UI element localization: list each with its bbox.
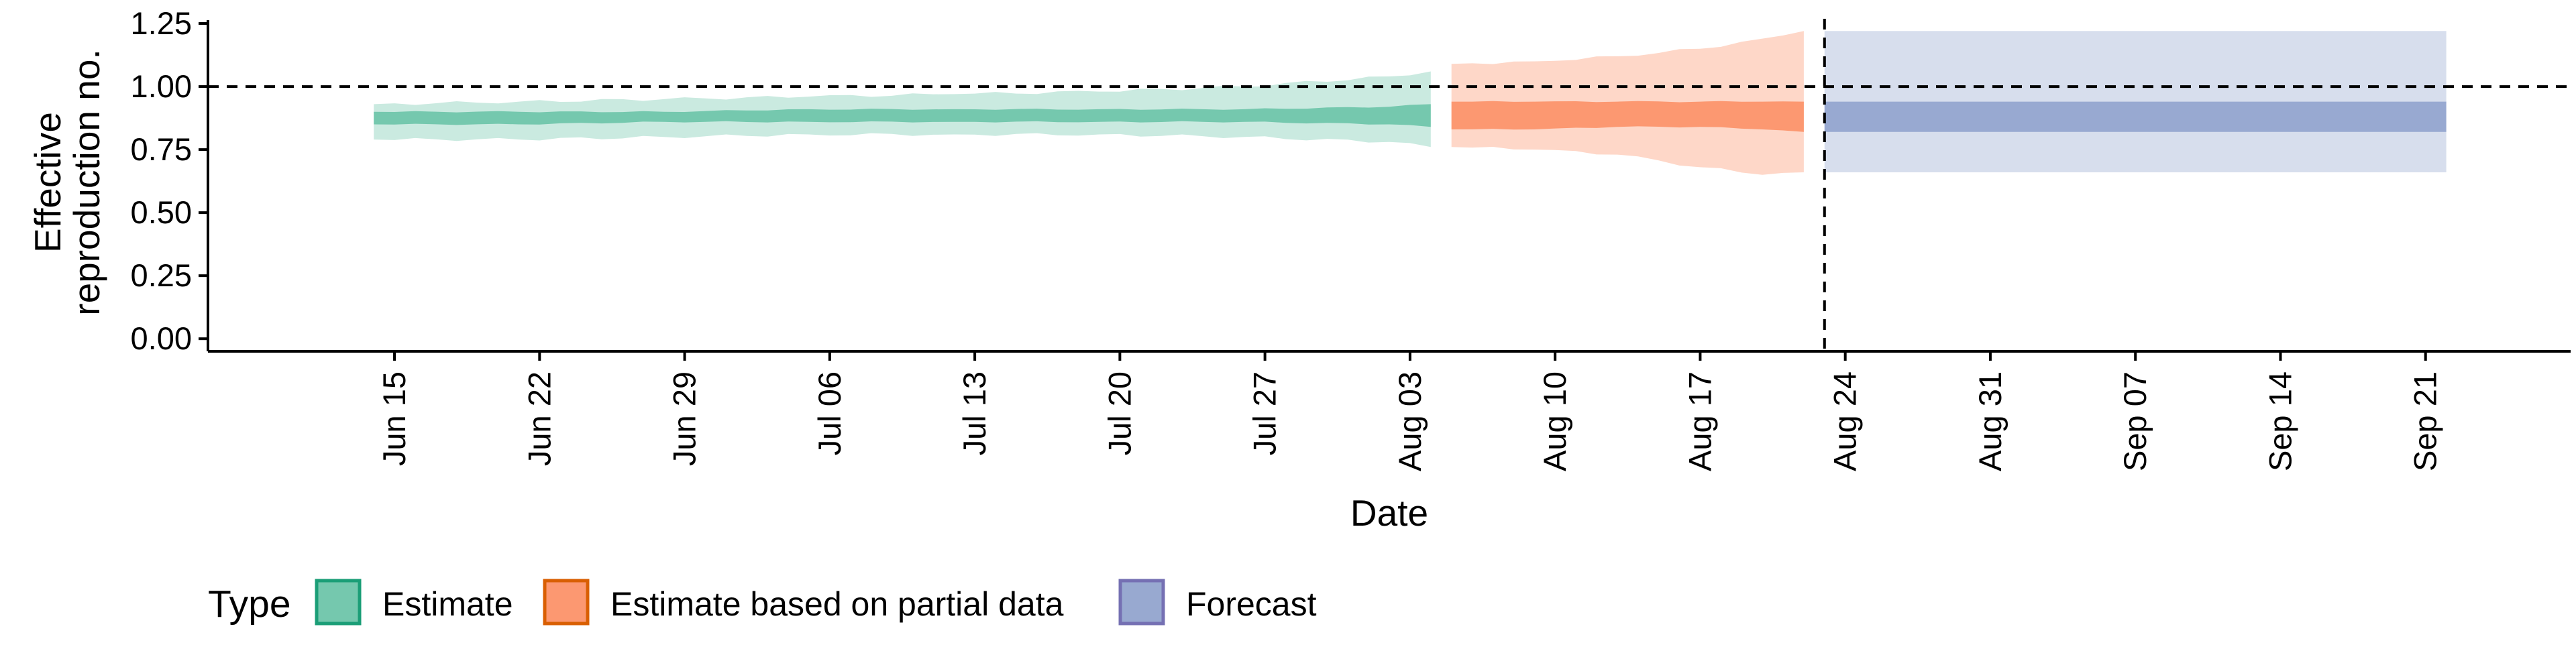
band-50-series-2 <box>1824 101 2447 132</box>
legend-key-2 <box>1118 579 1165 626</box>
legend-title: Type <box>208 583 291 626</box>
y-axis-title: Effectivereproduction no. <box>27 49 107 316</box>
band-50-series-0 <box>374 104 1431 127</box>
x-tick-label: Jul 06 <box>812 371 847 455</box>
x-axis-title: Date <box>1350 492 1428 534</box>
x-tick-label: Jun 29 <box>667 371 702 466</box>
x-tick-label: Aug 31 <box>1972 371 2008 471</box>
band-50-series-1 <box>1451 101 1804 132</box>
legend: Type Estimate Estimate based on partial da… <box>208 579 1317 626</box>
x-tick-label: Jul 13 <box>957 371 992 455</box>
x-tick-label: Aug 24 <box>1827 371 1863 471</box>
x-tick-label: Sep 14 <box>2262 371 2298 471</box>
x-tick-label: Jul 20 <box>1102 371 1137 455</box>
legend-label-0: Estimate <box>382 585 513 623</box>
legend-key-1 <box>543 579 590 626</box>
x-tick-label: Aug 17 <box>1682 371 1717 471</box>
axis-titles: Date Effectivereproduction no. <box>27 49 1428 534</box>
axes <box>207 19 2571 353</box>
x-tick-label: Jun 15 <box>376 371 412 466</box>
y-tick-label: 0.25 <box>131 257 192 293</box>
legend-label-2: Forecast <box>1186 585 1317 623</box>
y-tick-label: 1.00 <box>131 68 192 104</box>
y-tick-label: 0.75 <box>131 131 192 167</box>
x-tick-label: Sep 07 <box>2117 371 2153 471</box>
legend-key-0 <box>315 579 362 626</box>
y-tick-label: 1.25 <box>131 5 192 41</box>
y-axis-title-line: Effective <box>27 112 68 253</box>
x-tick-label: Jul 27 <box>1247 371 1283 455</box>
legend-label-1: Estimate based on partial data <box>610 585 1064 623</box>
band-90-series-0 <box>374 71 1431 148</box>
x-tick-label: Aug 10 <box>1537 371 1572 471</box>
x-tick-label: Aug 03 <box>1392 371 1428 471</box>
y-axis-title-line: reproduction no. <box>66 49 107 316</box>
y-tick-label: 0.50 <box>131 194 192 230</box>
ticks: 0.00 0.25 0.50 0.75 1.00 1.25 Jun 15 Jun 22 Jun … <box>131 5 2443 471</box>
x-tick-label: Sep 21 <box>2408 371 2443 471</box>
series-bands <box>374 31 2447 175</box>
y-tick-label: 0.00 <box>131 320 192 356</box>
x-tick-label: Jun 22 <box>521 371 557 466</box>
